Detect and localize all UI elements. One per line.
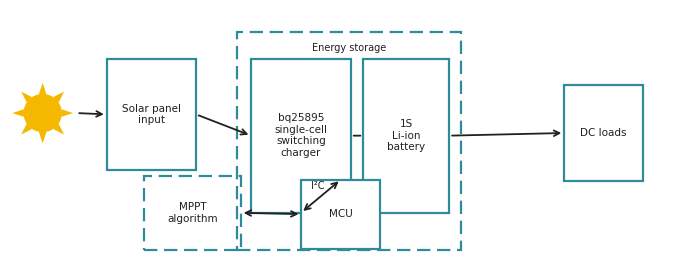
Polygon shape xyxy=(12,109,24,117)
Polygon shape xyxy=(21,124,32,135)
FancyBboxPatch shape xyxy=(363,59,449,213)
FancyBboxPatch shape xyxy=(251,59,351,213)
Text: MPPT
algorithm: MPPT algorithm xyxy=(167,202,218,224)
Polygon shape xyxy=(21,92,32,102)
Text: bq25895
single-cell
switching
charger: bq25895 single-cell switching charger xyxy=(275,113,327,158)
FancyBboxPatch shape xyxy=(564,85,643,181)
Text: DC loads: DC loads xyxy=(581,128,627,138)
Polygon shape xyxy=(39,132,47,143)
Text: Solar panel
input: Solar panel input xyxy=(122,103,181,125)
Polygon shape xyxy=(39,83,47,94)
Polygon shape xyxy=(61,109,73,117)
Text: 1S
Li-ion
battery: 1S Li-ion battery xyxy=(387,119,425,152)
Ellipse shape xyxy=(23,94,62,132)
FancyBboxPatch shape xyxy=(107,59,196,170)
Polygon shape xyxy=(53,92,64,102)
Text: Energy storage: Energy storage xyxy=(312,43,386,53)
Text: I²C: I²C xyxy=(311,181,325,190)
Polygon shape xyxy=(53,124,64,135)
FancyBboxPatch shape xyxy=(301,180,380,249)
Text: MCU: MCU xyxy=(329,209,353,219)
